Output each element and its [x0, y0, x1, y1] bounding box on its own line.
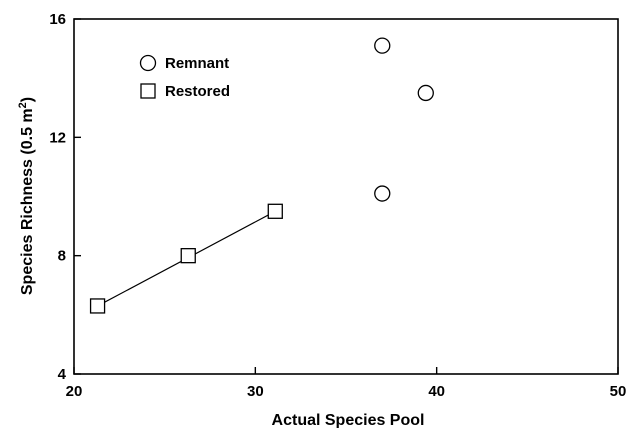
- legend-label: Restored: [165, 83, 230, 100]
- restored-point: [267, 203, 283, 219]
- y-tick-label: 16: [49, 11, 66, 28]
- plot-area: 20 30 40 50 4 8 12 16: [49, 11, 626, 400]
- y-axis-title: Species Richness (0.5 m2): [17, 97, 36, 295]
- x-axis-title: Actual Species Pool: [272, 412, 425, 428]
- restored-point: [89, 298, 106, 314]
- y-tick-label: 12: [49, 129, 66, 146]
- x-tick-label: 30: [247, 383, 264, 400]
- y-tick-label: 4: [58, 366, 67, 383]
- y-axis-title-main: Species Richness (0.5 m: [19, 108, 36, 295]
- y-axis-title-superscript: 2: [17, 102, 29, 108]
- legend-label: Remnant: [165, 55, 229, 72]
- legend: Remnant Restored: [139, 54, 230, 100]
- remnant-point: [417, 84, 434, 102]
- legend-square-marker: [140, 83, 156, 99]
- plot-frame: [73, 18, 619, 375]
- remnant-point: [374, 185, 391, 202]
- data-marks: [89, 37, 434, 314]
- y-axis-title-close: ): [19, 97, 36, 102]
- x-tick-label: 40: [428, 383, 445, 400]
- x-tick-label: 20: [66, 383, 83, 400]
- remnant-point: [374, 37, 391, 54]
- restored-point: [180, 248, 196, 264]
- x-tick-label: 50: [610, 383, 626, 400]
- y-tick-label: 8: [58, 248, 66, 265]
- legend-circle-marker: [139, 54, 157, 72]
